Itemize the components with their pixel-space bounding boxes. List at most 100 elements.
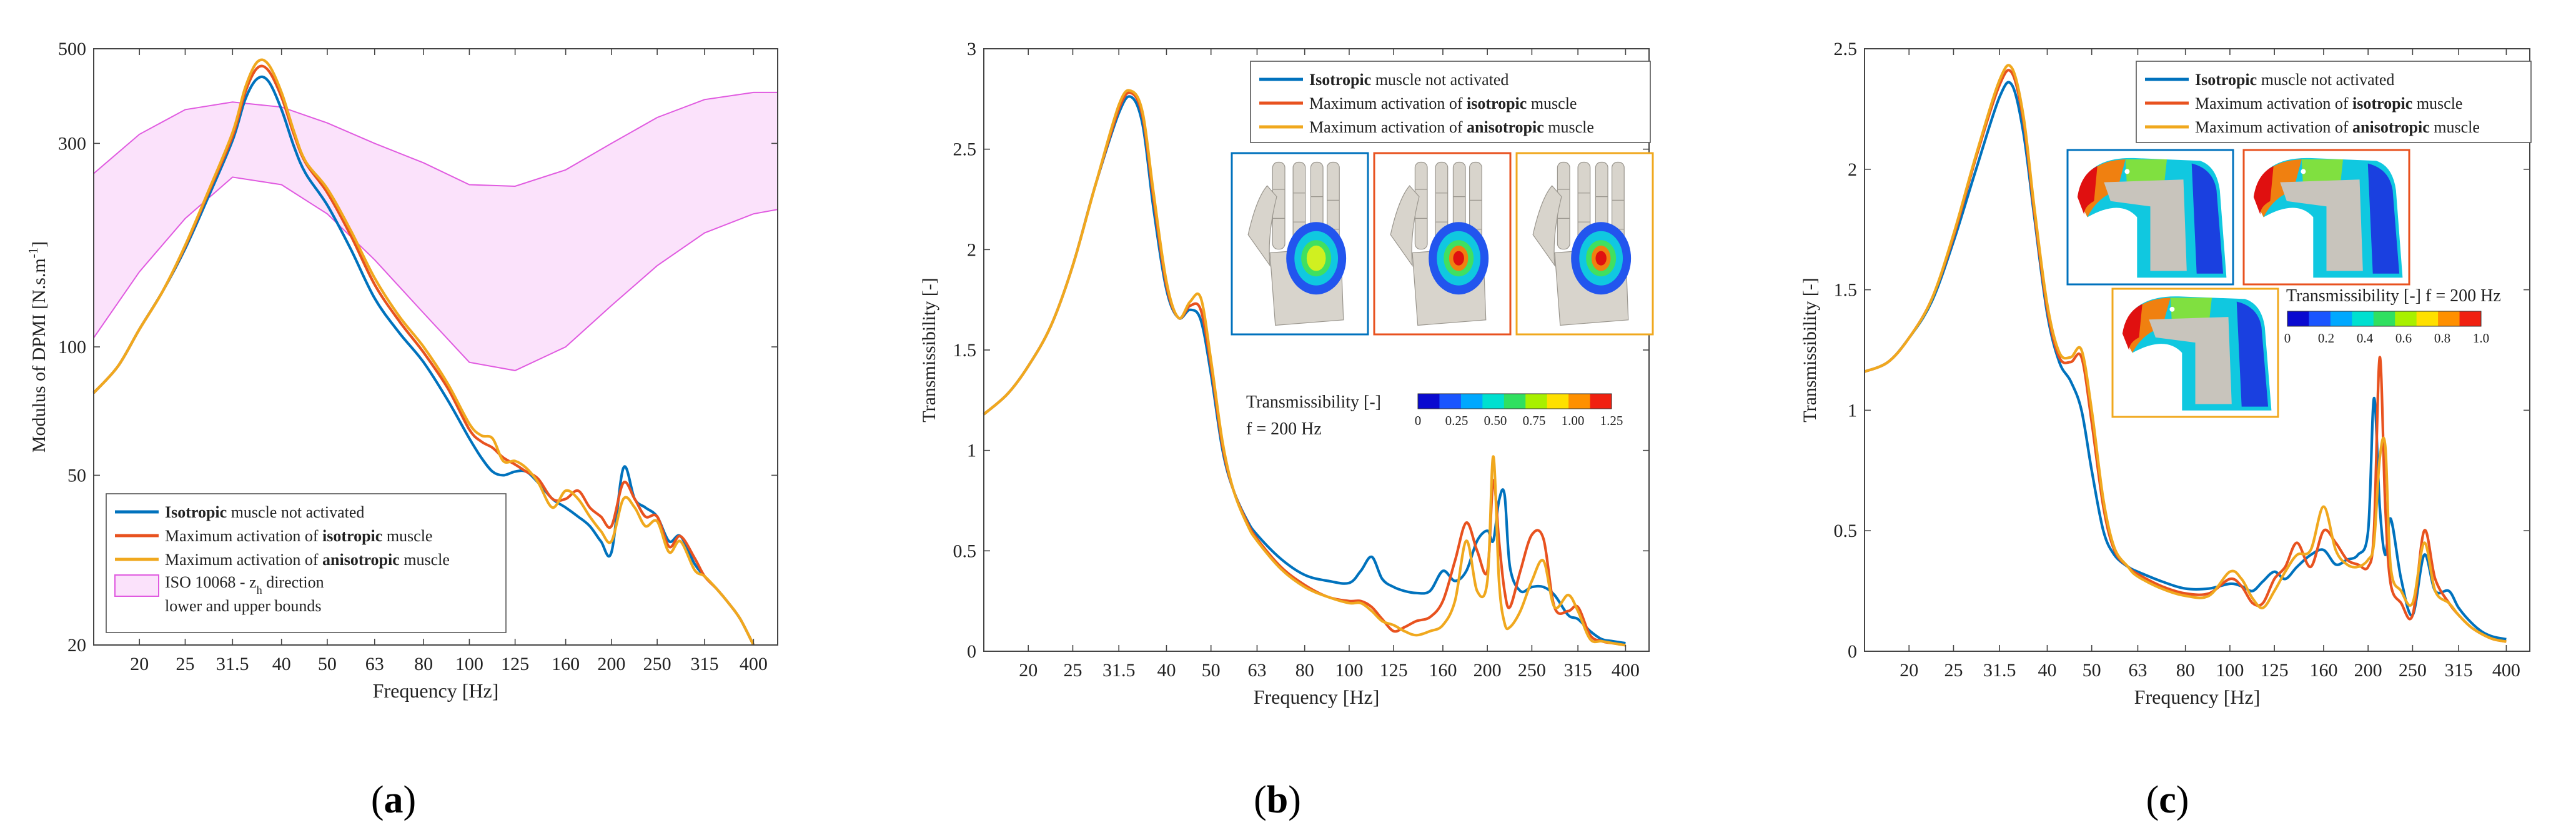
panel-label-a-part-0: ( (371, 779, 384, 821)
iso-band-area (94, 92, 778, 371)
x-tick-label: 63 (1247, 660, 1266, 681)
y-axis-label: Transmissibility [-] (1800, 278, 1820, 422)
hand-max-isotropic-heat-peak (1453, 251, 1464, 266)
panel-b-colorbar: 0 0.25 0.50 0.75 1.00 1.25 (1415, 393, 1623, 428)
y-tick-label: 1.5 (953, 340, 977, 361)
section-isotropic-not-activated-cool-zone (2191, 163, 2224, 274)
legend-a: Isotropic muscle not activated Maximum ac… (106, 493, 507, 633)
legend-entry-0-part-1: Isotropic (2195, 71, 2257, 89)
legend-entry-2: Maximum activation of anisotropic muscle (1309, 118, 1594, 136)
legend-box (1250, 61, 1651, 143)
legend-entry-2-part-2: muscle (1544, 118, 1594, 136)
legend-entry-1-part-2: muscle (1527, 94, 1577, 112)
colorbar-title-part-0: Transmissibility [-] (2286, 286, 2421, 306)
legend-entry-0: Isotropic muscle not activated (165, 503, 364, 521)
x-tick-label: 160 (2309, 660, 2337, 681)
x-tick-label: 63 (2128, 660, 2147, 681)
y-tick-label: 300 (58, 133, 86, 154)
x-tick-label: 125 (501, 654, 529, 674)
legend-entry-2-part-1: anisotropic (2352, 118, 2430, 136)
panel-b-colorbar-frame (1417, 393, 1612, 409)
legend-entry-0-part-1: Isotropic (165, 503, 227, 521)
y-axis-label-part-1: -1 (26, 248, 41, 259)
x-tick-label: 315 (1564, 660, 1592, 681)
x-tick-label: 400 (740, 654, 768, 674)
x-tick-label: 315 (2445, 660, 2473, 681)
panel-c-colorbar-tick: 0.6 (2395, 331, 2412, 346)
x-tick-label: 31.5 (216, 654, 249, 674)
panel-label-b: (b) (1254, 779, 1301, 821)
panel-c-colorbar-cell (2373, 311, 2395, 326)
x-tick-label: 25 (1063, 660, 1082, 681)
x-tick-label: 63 (365, 654, 384, 674)
series-line-2 (983, 89, 1626, 647)
hand-isotropic-not-activated (1231, 152, 1369, 336)
x-tick-label: 20 (1019, 660, 1038, 681)
legend-entry-1-part-0: Maximum activation of (1309, 94, 1467, 112)
x-tick-label: 40 (272, 654, 291, 674)
chart-a: 20 25 31.5 40 50 63 80 100 125 160 200 250 315 400 20 5… (26, 39, 778, 702)
panel-b-colorbar-tick: 0.50 (1484, 413, 1507, 428)
panel-c-colorbar-cell (2330, 311, 2352, 326)
legend-c: Isotropic muscle not activated Maximum ac… (2136, 61, 2532, 143)
x-tick-label: 315 (690, 654, 718, 674)
section-isotropic-not-activated-bone (2104, 179, 2187, 271)
panel-c-colorbar-tick: 0.2 (2318, 331, 2334, 346)
legend-b: Isotropic muscle not activated Maximum ac… (1250, 61, 1651, 143)
y-tick-label: 2.5 (1834, 39, 1858, 59)
panel-label-b-part-2: ) (1288, 779, 1301, 821)
iso-band-upper-line (93, 91, 778, 188)
colorbar-title-part-1 (2421, 286, 2425, 306)
series-line-2 (92, 58, 755, 646)
x-tick-label: 20 (130, 654, 149, 674)
y-tick-label: 2.5 (953, 139, 977, 160)
y-axis-label: Modulus of DPMI [N.s.m-1] (26, 241, 49, 452)
section-max-anisotropic-peak-zone (2122, 304, 2143, 351)
legend-entry-1: Maximum activation of isotropic muscle (1309, 94, 1577, 112)
x-tick-label: 250 (643, 654, 671, 674)
panel-c-colorbar-tick: 0.8 (2434, 331, 2450, 346)
panel-label-c-part-2: ) (2176, 779, 2189, 821)
legend-band-swatch (114, 574, 159, 597)
x-tick-label: 200 (2354, 660, 2382, 681)
panel-c-colorbar: 0 0.2 0.4 0.6 0.8 1.0 (2284, 311, 2489, 346)
section-max-isotropic-cool-zone (2367, 163, 2400, 274)
panel-b-colorbar-cell (1590, 394, 1612, 409)
x-tick-label: 31.5 (1102, 660, 1136, 681)
x-axis-label: Frequency [Hz] (2134, 686, 2261, 708)
y-axis-label: Transmissibility [-] (919, 278, 939, 422)
x-tick-label: 100 (455, 654, 483, 674)
x-tick-label: 40 (2038, 660, 2056, 681)
legend-entry-1-part-1: isotropic (322, 527, 382, 545)
legend-entry-2-part-1: anisotropic (1467, 118, 1544, 136)
legend-band-line1-part-0: ISO 10068 - z (165, 573, 257, 591)
plot-frame (1864, 48, 2530, 652)
y-tick-label: 0 (1848, 641, 1857, 662)
legend-entry-0-part-2: muscle not activated (2257, 71, 2394, 89)
panel-b-colorbar-tick: 0.25 (1445, 413, 1469, 428)
x-tick-label: 50 (2083, 660, 2101, 681)
legend-entry-0-part-1: Isotropic (1309, 71, 1371, 89)
hand-isotropic-not-activated-thumb-bone (1247, 185, 1277, 267)
legend-entry-2: Maximum activation of anisotropic muscle (165, 551, 450, 569)
hand-max-anisotropic (1515, 152, 1654, 336)
y-tick-label: 100 (58, 337, 86, 358)
x-tick-label: 125 (2261, 660, 2289, 681)
section-max-anisotropic-cool-zone (2236, 301, 2269, 407)
panel-label-a-part-1: a (384, 779, 404, 821)
hand-max-isotropic-thumb-bone (1390, 185, 1420, 267)
x-tick-label: 20 (1900, 660, 1918, 681)
panel-b-colorbar-tick: 0 (1415, 413, 1422, 428)
panel-label-a: (a) (371, 779, 416, 821)
x-tick-label: 160 (1429, 660, 1457, 681)
panel-c-colorbar-tick: 0.4 (2357, 331, 2374, 346)
section-max-anisotropic (2111, 288, 2279, 418)
x-axis-label: Frequency [Hz] (1254, 686, 1380, 708)
x-tick-label: 40 (1157, 660, 1176, 681)
x-tick-label: 31.5 (1983, 660, 2016, 681)
legend-entry-1-part-2: muscle (382, 527, 432, 545)
legend-entry-2-part-0: Maximum activation of (165, 551, 322, 569)
panel-c-colorbar-cell (2459, 311, 2482, 326)
y-tick-label: 0 (967, 641, 976, 662)
panel-c-colorbar-tick: 1.0 (2473, 331, 2489, 346)
